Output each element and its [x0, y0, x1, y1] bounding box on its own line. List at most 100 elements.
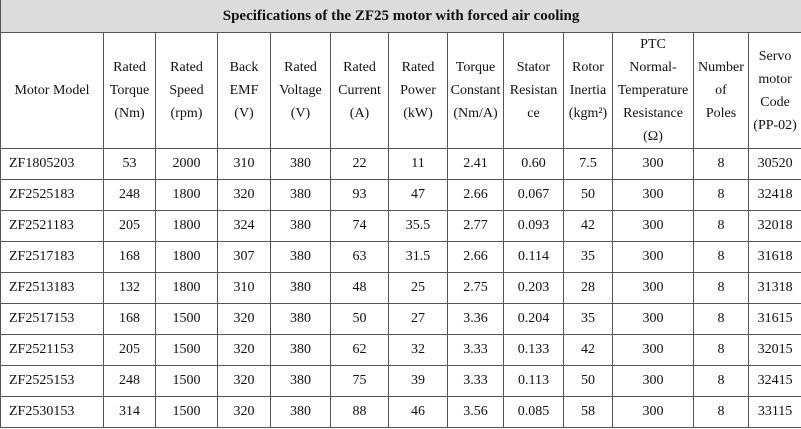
- data-cell: 32415: [747, 365, 801, 397]
- header-cell: Rotor Inertia (kgm²): [563, 32, 613, 149]
- data-cell: 8: [693, 272, 749, 304]
- data-cell: 3.33: [447, 365, 504, 397]
- data-cell: 8: [693, 334, 749, 366]
- data-cell: ZF2525153: [0, 365, 104, 397]
- data-cell: 50: [330, 303, 389, 335]
- header-line: Normal-: [629, 60, 677, 75]
- data-cell: 25: [388, 272, 448, 304]
- header-line: Inertia: [569, 83, 607, 98]
- data-cell: 3.33: [447, 334, 504, 366]
- data-cell: 53: [103, 148, 156, 180]
- data-cell: 380: [270, 303, 331, 335]
- data-cell: 1500: [155, 303, 218, 335]
- data-cell: 31.5: [388, 241, 448, 273]
- data-cell: 93: [330, 179, 389, 211]
- data-cell: 75: [330, 365, 389, 397]
- data-cell: 31318: [747, 272, 801, 304]
- data-cell: 35: [563, 303, 613, 335]
- header-line: (V): [290, 106, 311, 121]
- header-row: Motor Model Rated Torque (Nm) Rated Speed (rpm…: [0, 32, 801, 149]
- data-row: ZF2525183 248 1800 320 380 93 47 2.66 0.067 50 300…: [0, 179, 801, 211]
- data-cell: 307: [217, 241, 271, 273]
- data-cell: 132: [103, 272, 156, 304]
- data-cell: 32: [388, 334, 448, 366]
- header-line: (kW): [403, 106, 433, 121]
- header-cell: Motor Model: [0, 32, 104, 149]
- data-cell: 1800: [155, 272, 218, 304]
- data-cell: 3.56: [447, 396, 504, 428]
- header-line: EMF: [229, 83, 259, 98]
- data-cell: 310: [217, 148, 271, 180]
- header-line: Back: [229, 60, 259, 75]
- data-cell: 42: [563, 334, 613, 366]
- data-cell: 248: [103, 179, 156, 211]
- data-cell: 28: [563, 272, 613, 304]
- data-cell: 33115: [747, 396, 801, 428]
- header-line: ce: [527, 106, 540, 121]
- data-cell: 1800: [155, 241, 218, 273]
- data-cell: 8: [693, 396, 749, 428]
- data-cell: 2.41: [447, 148, 504, 180]
- header-line: Servo: [758, 48, 792, 64]
- header-line: Power: [400, 83, 436, 98]
- header-line: (Nm/A): [453, 106, 498, 121]
- data-cell: 2.75: [447, 272, 504, 304]
- header-line: (rpm): [170, 106, 203, 121]
- data-cell: 50: [563, 365, 613, 397]
- header-line: Torque: [455, 60, 496, 75]
- data-cell: 320: [217, 303, 271, 335]
- data-cell: 63: [330, 241, 389, 273]
- data-cell: 27: [388, 303, 448, 335]
- header-cell: Rated Speed (rpm): [155, 32, 218, 149]
- data-row: ZF2525153 248 1500 320 380 75 39 3.33 0.113 50 300…: [0, 365, 801, 397]
- data-cell: 380: [270, 272, 331, 304]
- data-cell: 300: [612, 303, 694, 335]
- data-cell: 0.133: [503, 334, 564, 366]
- data-cell: 8: [693, 303, 749, 335]
- header-line: Rated: [401, 60, 435, 75]
- header-line: Rated: [113, 60, 146, 75]
- data-cell: 88: [330, 396, 389, 428]
- data-cell: 380: [270, 210, 331, 242]
- data-cell: 300: [612, 241, 694, 273]
- data-cell: 58: [563, 396, 613, 428]
- header-line: Resistan: [509, 83, 558, 98]
- header-cell: Torque Constant (Nm/A): [447, 32, 504, 149]
- data-cell: ZF2517183: [0, 241, 104, 273]
- data-cell: 380: [270, 179, 331, 211]
- data-cell: 39: [388, 365, 448, 397]
- data-cell: 2.77: [447, 210, 504, 242]
- data-cell: 3.36: [447, 303, 504, 335]
- header-line: Motor Model: [14, 83, 90, 98]
- header-cell: Back EMF (V): [217, 32, 271, 149]
- data-cell: 0.204: [503, 303, 564, 335]
- data-cell: 35.5: [388, 210, 448, 242]
- data-cell: 32015: [747, 334, 801, 366]
- data-row: ZF2521153 205 1500 320 380 62 32 3.33 0.133 42 300…: [0, 334, 801, 366]
- header-cell: Rated Voltage (V): [270, 32, 331, 149]
- data-row: ZF2513183 132 1800 310 380 48 25 2.75 0.203 28 300…: [0, 272, 801, 304]
- header-cell: Stator Resistan ce: [503, 32, 564, 149]
- header-line: Voltage: [279, 83, 322, 98]
- data-cell: 2000: [155, 148, 218, 180]
- header-line: PTC: [640, 37, 666, 52]
- data-cell: 1500: [155, 334, 218, 366]
- data-cell: ZF1805203: [0, 148, 104, 180]
- data-cell: ZF2530153: [0, 396, 104, 428]
- header-cell: PTC Normal- Temperature Resistance (Ω): [612, 32, 694, 149]
- data-cell: 300: [612, 334, 694, 366]
- data-cell: ZF2525183: [0, 179, 104, 211]
- data-cell: 46: [388, 396, 448, 428]
- data-cell: 314: [103, 396, 156, 428]
- data-cell: 380: [270, 148, 331, 180]
- data-cell: ZF2517153: [0, 303, 104, 335]
- data-cell: 48: [330, 272, 389, 304]
- header-line: (A): [349, 106, 370, 121]
- data-cell: 300: [612, 272, 694, 304]
- data-cell: 11: [388, 148, 448, 180]
- header-line: (V): [234, 106, 254, 121]
- header-line: Number: [698, 60, 744, 75]
- data-cell: 0.203: [503, 272, 564, 304]
- header-cell: Rated Current (A): [330, 32, 389, 149]
- data-cell: 32418: [747, 179, 801, 211]
